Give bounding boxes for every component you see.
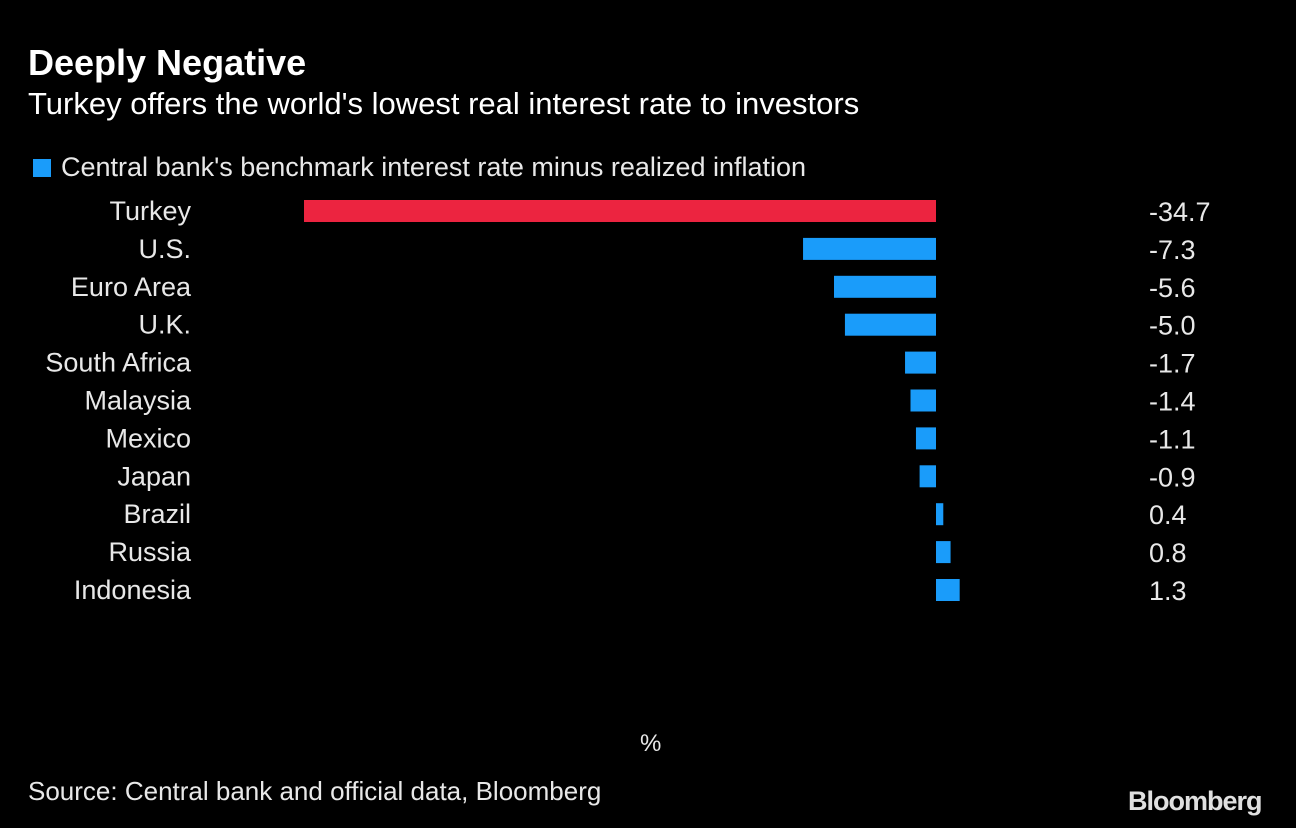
value-label: -1.4 xyxy=(1149,387,1196,417)
value-label: 0.8 xyxy=(1149,538,1187,568)
category-label: Russia xyxy=(108,537,192,567)
value-label: 0.4 xyxy=(1149,500,1187,530)
bar xyxy=(910,389,936,412)
bar xyxy=(936,579,960,601)
category-label: U.S. xyxy=(138,234,191,264)
value-label: -5.6 xyxy=(1149,273,1196,303)
legend-label: Central bank's benchmark interest rate m… xyxy=(61,152,807,182)
category-label: Euro Area xyxy=(71,272,192,302)
source-note: Source: Central bank and official data, … xyxy=(28,776,602,806)
unit-label: % xyxy=(640,730,662,757)
category-label: Malaysia xyxy=(84,386,192,416)
value-label: -1.1 xyxy=(1149,424,1196,454)
legend: Central bank's benchmark interest rate m… xyxy=(33,152,806,183)
bar xyxy=(905,351,936,374)
bar xyxy=(834,275,936,298)
category-label: South Africa xyxy=(45,348,192,378)
value-label: -0.9 xyxy=(1149,462,1196,492)
bar xyxy=(915,427,936,450)
bar xyxy=(803,237,936,260)
bar xyxy=(844,313,936,336)
chart-title: Deeply Negative xyxy=(28,42,307,83)
bar xyxy=(304,200,936,222)
category-label: Indonesia xyxy=(74,575,192,605)
value-label: 1.3 xyxy=(1149,576,1187,606)
value-label: -7.3 xyxy=(1149,235,1196,265)
value-label: -34.7 xyxy=(1149,197,1211,227)
bar xyxy=(936,541,951,564)
legend-swatch xyxy=(33,158,51,177)
category-label: U.K. xyxy=(138,310,191,340)
bar xyxy=(936,503,944,526)
bar xyxy=(919,465,936,488)
value-label: -5.0 xyxy=(1149,311,1196,341)
chart-subtitle: Turkey offers the world's lowest real in… xyxy=(28,86,860,121)
category-label: Turkey xyxy=(109,196,191,226)
category-label: Japan xyxy=(117,461,191,491)
category-label: Mexico xyxy=(105,423,191,453)
bloomberg-logo: Bloomberg xyxy=(1128,786,1263,816)
category-label: Brazil xyxy=(123,499,191,529)
value-label: -1.7 xyxy=(1149,349,1196,379)
